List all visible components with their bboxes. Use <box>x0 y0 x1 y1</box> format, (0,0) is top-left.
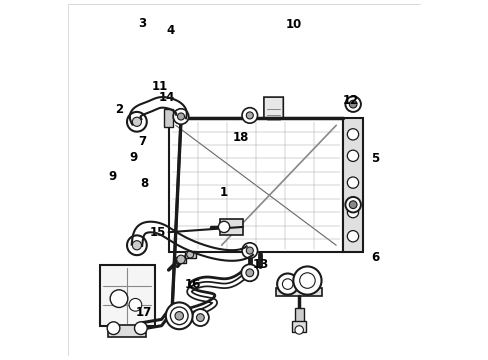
Circle shape <box>127 235 146 255</box>
Bar <box>343 118 362 252</box>
Text: 8: 8 <box>140 177 148 190</box>
Circle shape <box>293 266 321 294</box>
Polygon shape <box>264 97 283 131</box>
Circle shape <box>134 322 147 334</box>
Text: 12: 12 <box>342 94 358 107</box>
Circle shape <box>345 96 360 112</box>
Bar <box>164 109 173 127</box>
Circle shape <box>346 177 358 188</box>
Circle shape <box>132 117 141 126</box>
Circle shape <box>177 113 184 120</box>
Circle shape <box>218 221 229 233</box>
Text: 9: 9 <box>108 170 116 183</box>
Circle shape <box>173 109 188 124</box>
Text: 4: 4 <box>166 23 174 37</box>
Circle shape <box>348 201 356 208</box>
Text: 1: 1 <box>219 186 227 199</box>
Text: 16: 16 <box>185 278 201 291</box>
Circle shape <box>192 309 208 326</box>
Bar <box>168 118 343 252</box>
Circle shape <box>175 312 183 320</box>
Text: 10: 10 <box>285 18 302 31</box>
Bar <box>276 288 322 296</box>
Text: 13: 13 <box>252 258 268 271</box>
Circle shape <box>348 100 356 108</box>
Bar <box>294 308 303 322</box>
Circle shape <box>346 231 358 242</box>
Circle shape <box>277 274 298 294</box>
Text: 5: 5 <box>370 152 378 165</box>
Circle shape <box>241 264 258 281</box>
Bar <box>184 251 195 258</box>
Circle shape <box>132 241 141 250</box>
Circle shape <box>346 129 358 140</box>
Text: 6: 6 <box>370 251 378 264</box>
Circle shape <box>246 247 253 254</box>
Circle shape <box>127 112 146 132</box>
Circle shape <box>346 207 358 218</box>
Circle shape <box>246 112 253 119</box>
Text: 9: 9 <box>129 150 137 163</box>
Circle shape <box>107 322 120 334</box>
Bar <box>108 325 146 337</box>
Circle shape <box>299 273 315 288</box>
Circle shape <box>245 269 253 277</box>
Bar <box>219 219 242 235</box>
Circle shape <box>110 290 127 307</box>
Circle shape <box>170 307 188 325</box>
Circle shape <box>345 197 360 212</box>
Text: 14: 14 <box>159 91 175 104</box>
Circle shape <box>282 279 292 289</box>
Circle shape <box>294 326 303 334</box>
Text: 7: 7 <box>138 135 146 148</box>
Bar <box>100 265 154 327</box>
Text: 11: 11 <box>151 80 167 93</box>
Bar <box>292 321 305 332</box>
Text: 17: 17 <box>136 306 152 319</box>
Circle shape <box>176 255 185 264</box>
Text: 18: 18 <box>232 131 249 144</box>
Circle shape <box>242 108 257 123</box>
Circle shape <box>179 314 186 321</box>
Bar <box>175 257 186 263</box>
Text: 15: 15 <box>149 226 166 239</box>
Circle shape <box>242 243 257 258</box>
Circle shape <box>174 309 191 326</box>
Text: 2: 2 <box>115 103 123 116</box>
Text: 3: 3 <box>138 17 146 30</box>
Circle shape <box>186 251 193 258</box>
Circle shape <box>129 298 142 311</box>
Circle shape <box>346 150 358 161</box>
Circle shape <box>196 314 204 321</box>
Circle shape <box>165 302 192 329</box>
